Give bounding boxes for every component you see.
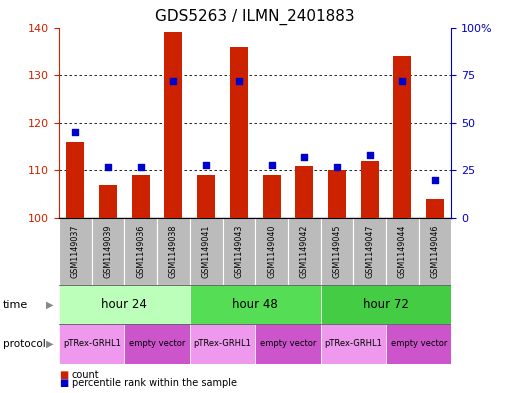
- Text: empty vector: empty vector: [260, 340, 316, 348]
- Bar: [223, 218, 255, 285]
- Bar: [190, 218, 223, 285]
- Title: GDS5263 / ILMN_2401883: GDS5263 / ILMN_2401883: [155, 9, 355, 25]
- Bar: [393, 56, 411, 218]
- Text: percentile rank within the sample: percentile rank within the sample: [72, 378, 237, 388]
- Bar: [353, 218, 386, 285]
- Text: GSM1149044: GSM1149044: [398, 225, 407, 278]
- Bar: [230, 46, 248, 218]
- Point: [398, 78, 406, 84]
- Bar: [386, 218, 419, 285]
- Point: [431, 177, 439, 183]
- Text: ▶: ▶: [46, 339, 54, 349]
- Bar: [92, 218, 125, 285]
- Text: time: time: [3, 299, 28, 310]
- Bar: [157, 218, 190, 285]
- Text: GSM1149039: GSM1149039: [104, 225, 112, 278]
- Text: GSM1149047: GSM1149047: [365, 225, 374, 278]
- Bar: [321, 285, 451, 324]
- Text: hour 24: hour 24: [102, 298, 147, 311]
- Text: GSM1149042: GSM1149042: [300, 225, 309, 278]
- Bar: [190, 285, 321, 324]
- Text: protocol: protocol: [3, 339, 45, 349]
- Text: pTRex-GRHL1: pTRex-GRHL1: [193, 340, 251, 348]
- Bar: [59, 285, 190, 324]
- Point: [71, 129, 80, 136]
- Text: hour 48: hour 48: [232, 298, 278, 311]
- Text: GSM1149046: GSM1149046: [430, 225, 440, 278]
- Bar: [255, 218, 288, 285]
- Bar: [288, 218, 321, 285]
- Point: [300, 154, 308, 160]
- Bar: [132, 175, 150, 218]
- Bar: [99, 185, 117, 218]
- Point: [104, 163, 112, 170]
- Bar: [321, 324, 386, 364]
- Text: ■: ■: [59, 370, 68, 380]
- Point: [136, 163, 145, 170]
- Text: GSM1149040: GSM1149040: [267, 225, 276, 278]
- Point: [333, 163, 341, 170]
- Text: empty vector: empty vector: [390, 340, 447, 348]
- Bar: [66, 142, 84, 218]
- Bar: [165, 32, 183, 218]
- Point: [202, 162, 210, 168]
- Bar: [419, 218, 451, 285]
- Bar: [255, 324, 321, 364]
- Point: [169, 78, 177, 84]
- Text: GSM1149045: GSM1149045: [332, 225, 342, 278]
- Bar: [124, 218, 157, 285]
- Bar: [361, 161, 379, 218]
- Bar: [321, 218, 353, 285]
- Text: ■: ■: [59, 378, 68, 388]
- Bar: [124, 324, 190, 364]
- Text: hour 72: hour 72: [363, 298, 409, 311]
- Point: [267, 162, 275, 168]
- Point: [235, 78, 243, 84]
- Text: pTRex-GRHL1: pTRex-GRHL1: [63, 340, 121, 348]
- Text: GSM1149043: GSM1149043: [234, 225, 243, 278]
- Bar: [59, 324, 124, 364]
- Bar: [197, 175, 215, 218]
- Text: GSM1149038: GSM1149038: [169, 225, 178, 278]
- Bar: [426, 199, 444, 218]
- Bar: [190, 324, 255, 364]
- Bar: [263, 175, 281, 218]
- Text: empty vector: empty vector: [129, 340, 185, 348]
- Text: GSM1149037: GSM1149037: [71, 225, 80, 278]
- Text: count: count: [72, 370, 100, 380]
- Bar: [59, 218, 92, 285]
- Text: pTRex-GRHL1: pTRex-GRHL1: [324, 340, 382, 348]
- Bar: [328, 171, 346, 218]
- Bar: [295, 166, 313, 218]
- Bar: [386, 324, 451, 364]
- Text: ▶: ▶: [46, 299, 54, 310]
- Text: GSM1149041: GSM1149041: [202, 225, 211, 278]
- Point: [366, 152, 374, 158]
- Text: GSM1149036: GSM1149036: [136, 225, 145, 278]
